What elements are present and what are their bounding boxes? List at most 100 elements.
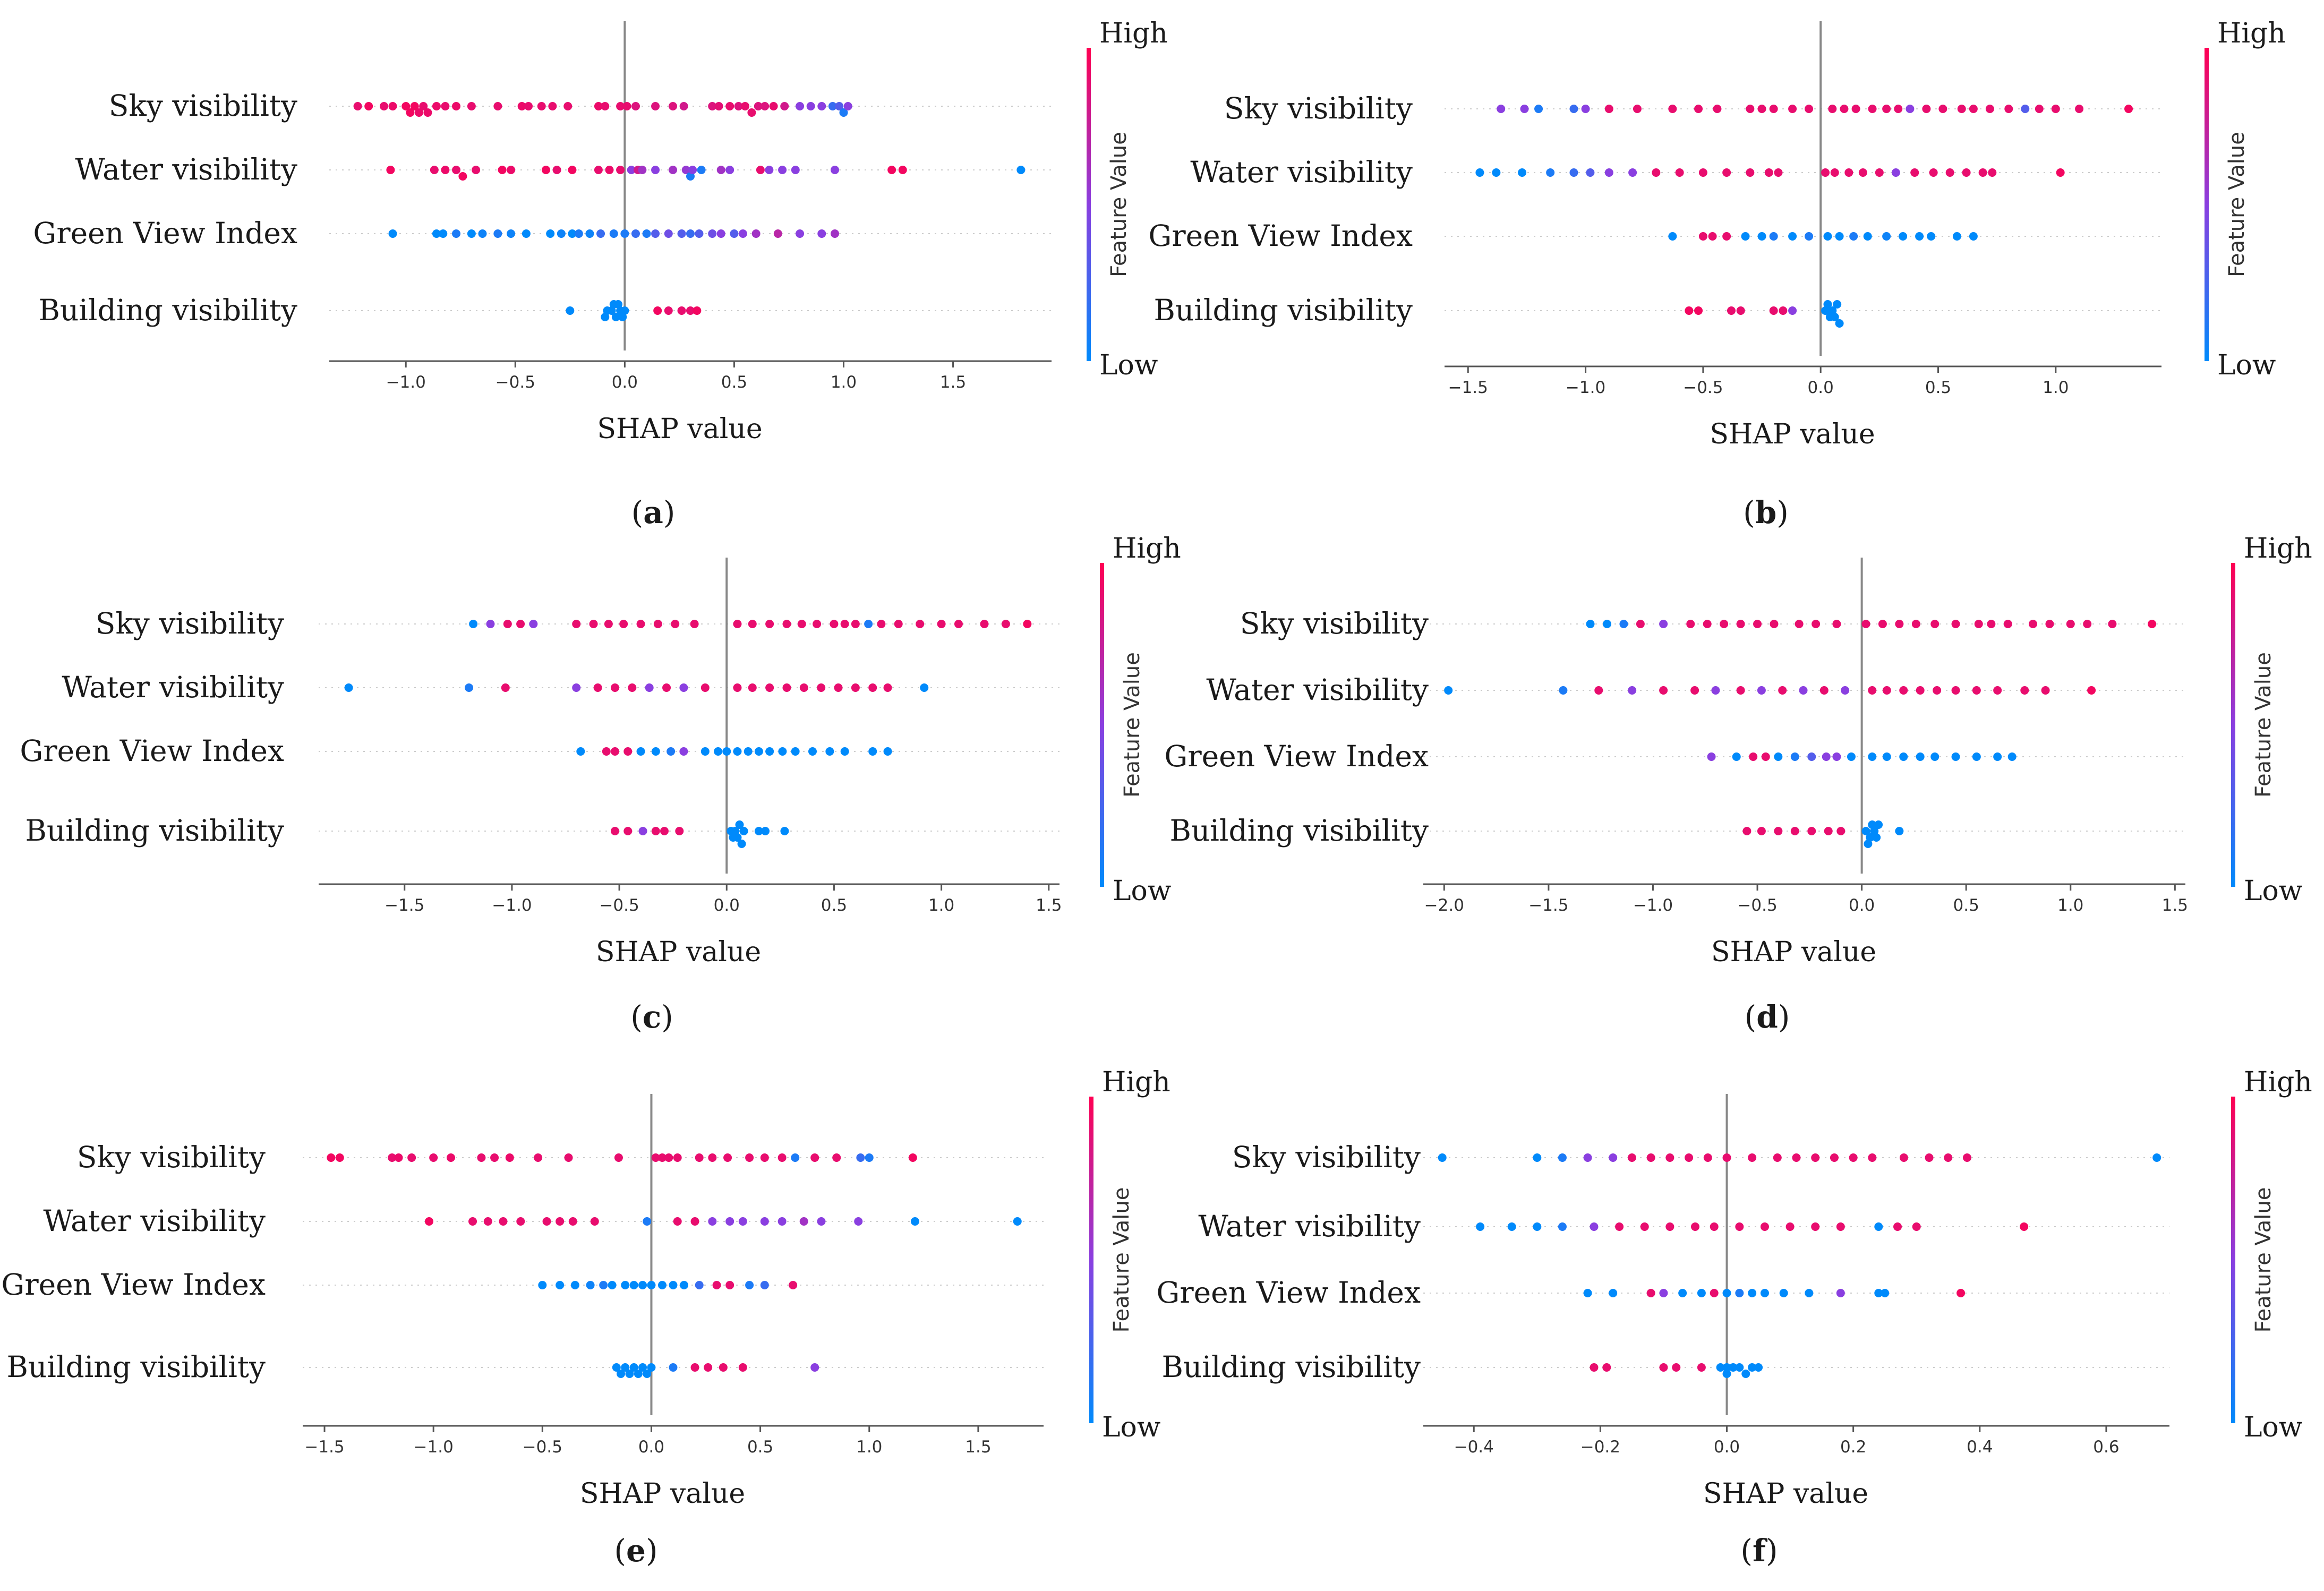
x-tick-label: 1.5 bbox=[1036, 896, 1062, 915]
x-tick-label: 0.5 bbox=[721, 373, 747, 392]
x-tick-label: 1.0 bbox=[928, 896, 954, 915]
shap-point bbox=[645, 683, 654, 692]
shap-point bbox=[722, 747, 731, 756]
shap-point bbox=[2007, 752, 2017, 761]
shap-point bbox=[1698, 168, 1707, 177]
shap-point bbox=[1866, 833, 1875, 842]
shap-point bbox=[1722, 1370, 1731, 1378]
shap-point bbox=[1832, 620, 1841, 628]
shap-point bbox=[657, 1153, 667, 1162]
shap-point bbox=[1659, 686, 1668, 695]
shap-point bbox=[327, 1153, 336, 1162]
shap-point bbox=[1757, 827, 1766, 835]
shap-point bbox=[1811, 1222, 1820, 1231]
shap-point bbox=[548, 102, 557, 110]
shap-point bbox=[1870, 827, 1879, 835]
shap-point bbox=[1659, 1289, 1668, 1297]
shap-point bbox=[825, 747, 834, 756]
shap-point bbox=[1746, 168, 1755, 177]
shap-point bbox=[534, 1153, 543, 1162]
shap-point bbox=[1847, 752, 1856, 761]
shap-point bbox=[1893, 1222, 1902, 1231]
shap-point bbox=[1748, 1363, 1757, 1372]
shap-point bbox=[617, 1370, 626, 1378]
shap-point bbox=[854, 1217, 863, 1226]
shap-point bbox=[693, 306, 702, 315]
x-tick-label: 0.0 bbox=[1849, 896, 1875, 915]
shap-point bbox=[1927, 232, 1936, 241]
shap-point bbox=[1746, 105, 1755, 113]
shap-point bbox=[1559, 686, 1568, 695]
shap-point bbox=[1849, 1153, 1858, 1162]
shap-point bbox=[1722, 1289, 1731, 1297]
shap-point bbox=[1978, 168, 1987, 177]
shap-point bbox=[364, 102, 373, 110]
shap-point bbox=[1844, 168, 1853, 177]
shap-point bbox=[1507, 1222, 1516, 1231]
shap-point bbox=[1895, 620, 1904, 628]
shap-point bbox=[1840, 105, 1849, 113]
x-tick-label: 0.5 bbox=[1925, 378, 1951, 397]
shap-point bbox=[472, 166, 481, 174]
shap-point bbox=[618, 313, 627, 321]
shap-point bbox=[1628, 168, 1637, 177]
shap-point bbox=[671, 620, 680, 628]
shap-point bbox=[1872, 833, 1881, 842]
feature-label: Building visibility bbox=[1154, 293, 1413, 327]
shap-point bbox=[616, 102, 625, 110]
feature-label: Sky visibility bbox=[77, 1140, 266, 1174]
shap-point bbox=[1609, 1153, 1618, 1162]
shap-point bbox=[1716, 1363, 1725, 1372]
feature-label: Water visibility bbox=[43, 1204, 266, 1238]
shap-point bbox=[733, 620, 742, 628]
x-tick-label: −0.5 bbox=[495, 373, 535, 392]
feature-label: Green View Index bbox=[1, 1268, 266, 1302]
shap-point bbox=[629, 1363, 638, 1372]
shap-point bbox=[2108, 620, 2117, 628]
feature-label: Green View Index bbox=[1148, 219, 1413, 253]
shap-point bbox=[1882, 752, 1891, 761]
shap-point bbox=[1828, 105, 1837, 113]
shap-point bbox=[2021, 105, 2030, 113]
shap-point bbox=[572, 620, 581, 628]
shap-point bbox=[1774, 752, 1783, 761]
shap-point bbox=[669, 1363, 678, 1372]
shap-point bbox=[538, 1281, 547, 1289]
shap-point bbox=[830, 620, 839, 628]
shap-point bbox=[1774, 168, 1783, 177]
shap-point bbox=[1836, 1222, 1845, 1231]
shap-point bbox=[799, 1217, 808, 1226]
colorbar-low-label: Low bbox=[2244, 1412, 2302, 1443]
shap-point bbox=[1993, 752, 2002, 761]
shap-point bbox=[590, 1217, 599, 1226]
shap-point bbox=[673, 1217, 682, 1226]
shap-point bbox=[954, 620, 963, 628]
shap-point bbox=[1586, 620, 1595, 628]
x-tick-label: −1.0 bbox=[1633, 896, 1673, 915]
shap-point bbox=[1735, 1222, 1744, 1231]
shap-point bbox=[537, 102, 546, 110]
x-axis-label: SHAP value bbox=[1711, 936, 1876, 968]
shap-point bbox=[469, 620, 478, 628]
shap-point bbox=[796, 229, 805, 238]
shap-point bbox=[638, 166, 647, 174]
shap-point bbox=[1590, 1363, 1599, 1372]
colorbar bbox=[1100, 563, 1104, 887]
shap-point bbox=[817, 229, 826, 238]
shap-point bbox=[1761, 752, 1770, 761]
shap-point bbox=[669, 102, 678, 110]
shap-point bbox=[556, 1217, 565, 1226]
shap-point bbox=[501, 683, 510, 692]
shap-point bbox=[596, 229, 605, 238]
x-tick-label: 0.6 bbox=[2093, 1438, 2119, 1457]
feature-label: Water visibility bbox=[62, 670, 284, 704]
shap-point bbox=[631, 102, 640, 110]
shap-point bbox=[738, 1363, 747, 1372]
shap-point bbox=[601, 102, 610, 110]
feature-label: Water visibility bbox=[1190, 155, 1413, 189]
colorbar bbox=[1089, 1097, 1093, 1423]
shap-point bbox=[586, 1281, 595, 1289]
shap-point bbox=[1533, 1153, 1542, 1162]
shap-point bbox=[643, 1370, 652, 1378]
shap-point bbox=[813, 620, 822, 628]
